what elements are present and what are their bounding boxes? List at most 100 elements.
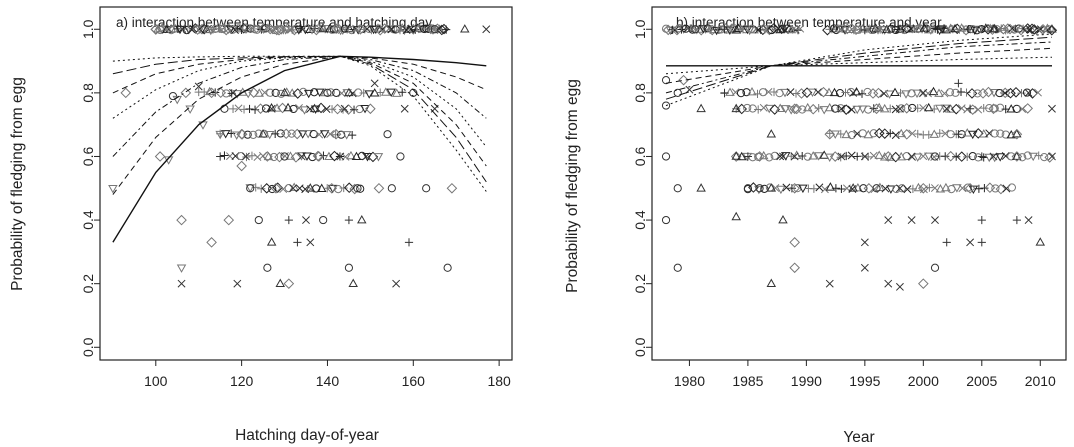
point-triangle-down: [299, 106, 310, 115]
point-diamond: [867, 88, 879, 99]
point-x: [825, 279, 834, 288]
point-diamond: [999, 87, 1011, 99]
point-diamond: [977, 88, 989, 99]
point-triangle: [929, 129, 940, 138]
x-tick-label: 120: [230, 373, 254, 389]
curve-line: [665, 56, 1053, 75]
point-circle: [770, 151, 779, 160]
point-circle: [277, 89, 286, 98]
y-tick-label: 0.4: [80, 210, 96, 230]
point-circle: [675, 24, 684, 33]
point-x: [670, 26, 679, 35]
point-diamond: [330, 128, 342, 140]
point-triangle-down: [314, 88, 325, 98]
panel-b-xlabel: Year: [843, 429, 874, 446]
point-plus: [865, 24, 874, 33]
point-x: [302, 216, 310, 225]
point-diamond: [355, 24, 366, 35]
point-triangle-down: [215, 130, 225, 140]
point-diamond: [1022, 23, 1033, 34]
point-diamond: [736, 103, 748, 115]
curve-line: [112, 55, 487, 167]
point-x: [957, 104, 966, 113]
point-triangle-down: [225, 25, 236, 34]
y-tick-label: 0.2: [632, 274, 648, 294]
point-triangle-down: [172, 95, 183, 105]
point-triangle-down: [912, 153, 923, 162]
point-triangle-down: [912, 89, 922, 99]
point-plus: [769, 87, 779, 97]
point-circle: [831, 104, 840, 113]
point-plus: [220, 151, 229, 160]
point-x: [177, 279, 186, 288]
point-diamond: [982, 23, 994, 35]
point-circle: [765, 153, 774, 162]
point-plus: [952, 152, 961, 161]
point-triangle-down: [280, 26, 291, 35]
point-triangle: [346, 150, 356, 160]
point-diamond: [271, 24, 283, 36]
point-x: [837, 152, 846, 161]
point-diamond: [349, 183, 361, 195]
point-circle: [319, 215, 328, 225]
point-diamond: [662, 24, 674, 36]
point-triangle: [204, 86, 215, 96]
point-x: [297, 152, 306, 161]
point-triangle-down: [968, 185, 979, 195]
point-x: [1048, 104, 1056, 113]
point-plus: [962, 88, 971, 97]
panel-a-x-ticks: 100 120 140 160 180: [144, 360, 511, 389]
point-plus: [216, 152, 225, 161]
point-triangle: [775, 103, 785, 112]
point-circle: [1007, 183, 1016, 192]
point-x: [752, 24, 761, 33]
point-plus: [980, 184, 989, 193]
point-triangle-down: [917, 25, 927, 34]
point-circle: [334, 185, 343, 194]
point-diamond: [236, 128, 247, 140]
point-circle: [661, 101, 671, 110]
point-triangle: [747, 86, 757, 96]
point-plus: [977, 152, 986, 161]
point-diamond: [956, 151, 968, 162]
point-x: [790, 152, 799, 161]
point-triangle: [731, 103, 741, 113]
point-circle: [236, 151, 246, 161]
point-triangle: [871, 23, 881, 32]
point-diamond: [918, 182, 929, 194]
point-triangle: [736, 151, 747, 161]
point-triangle: [731, 151, 741, 160]
point-diamond: [829, 151, 841, 162]
x-tick-label: 100: [144, 373, 168, 389]
point-diamond: [292, 88, 304, 99]
point-diamond: [950, 103, 962, 115]
point-x: [295, 103, 303, 112]
point-x: [849, 88, 858, 97]
point-plus: [686, 24, 695, 33]
point-x: [931, 216, 939, 225]
point-diamond: [796, 88, 807, 99]
point-plus: [954, 79, 963, 88]
point-diamond: [671, 24, 683, 36]
point-x: [267, 104, 276, 113]
point-circle: [1022, 88, 1032, 97]
point-triangle: [725, 87, 735, 96]
point-circle: [249, 130, 258, 139]
point-diamond: [818, 86, 829, 98]
point-triangle: [935, 184, 946, 193]
point-triangle: [709, 24, 720, 34]
point-x: [895, 104, 904, 113]
point-x: [392, 279, 401, 288]
point-plus: [1012, 215, 1021, 225]
point-circle: [996, 129, 1005, 138]
point-circle: [1023, 151, 1032, 160]
point-circle: [703, 24, 712, 33]
x-tick-label: 1995: [849, 373, 880, 389]
point-diamond: [427, 23, 439, 35]
point-circle: [235, 24, 244, 33]
point-circle: [973, 89, 982, 98]
point-triangle-down: [852, 105, 862, 115]
point-diamond: [840, 104, 852, 115]
point-x: [895, 184, 904, 193]
point-triangle: [778, 24, 788, 33]
